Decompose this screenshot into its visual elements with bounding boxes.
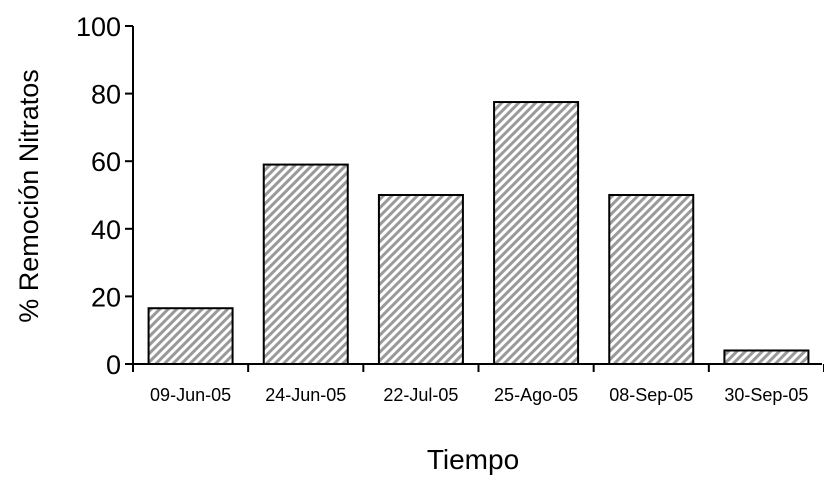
x-axis-label: Tiempo xyxy=(427,444,519,475)
x-tick-label: 09-Jun-05 xyxy=(150,385,231,405)
x-ticks-group: 09-Jun-05 24-Jun-05 22-Jul-05 25-Ago-05 08-S… xyxy=(132,364,824,405)
bar-09-Jun-05 xyxy=(147,307,234,366)
bar-22-Jul-05 xyxy=(377,194,464,365)
bar-30-Sep-05 xyxy=(723,349,810,366)
x-tick-label: 24-Jun-05 xyxy=(265,385,346,405)
y-ticks-group: 0 20 40 60 80 100 xyxy=(76,12,133,380)
x-tick-label: 08-Sep-05 xyxy=(609,385,693,405)
x-tick-label: 30-Sep-05 xyxy=(724,385,808,405)
axes-group xyxy=(132,26,822,365)
y-tick-label: 60 xyxy=(91,147,121,177)
bar-08-Sep-05 xyxy=(608,194,695,365)
bar-25-Ago-05 xyxy=(493,101,580,366)
y-axis-label: % Remoción Nitratos xyxy=(14,69,44,323)
y-tick-label: 40 xyxy=(91,215,121,245)
bars-group xyxy=(147,101,810,366)
y-tick-label: 100 xyxy=(76,12,121,42)
x-tick-label: 25-Ago-05 xyxy=(494,385,578,405)
y-tick-label: 80 xyxy=(91,80,121,110)
y-tick-label: 20 xyxy=(91,282,121,312)
bar-24-Jun-05 xyxy=(262,163,349,365)
x-tick-label: 22-Jul-05 xyxy=(383,385,458,405)
y-tick-label: 0 xyxy=(106,350,121,380)
